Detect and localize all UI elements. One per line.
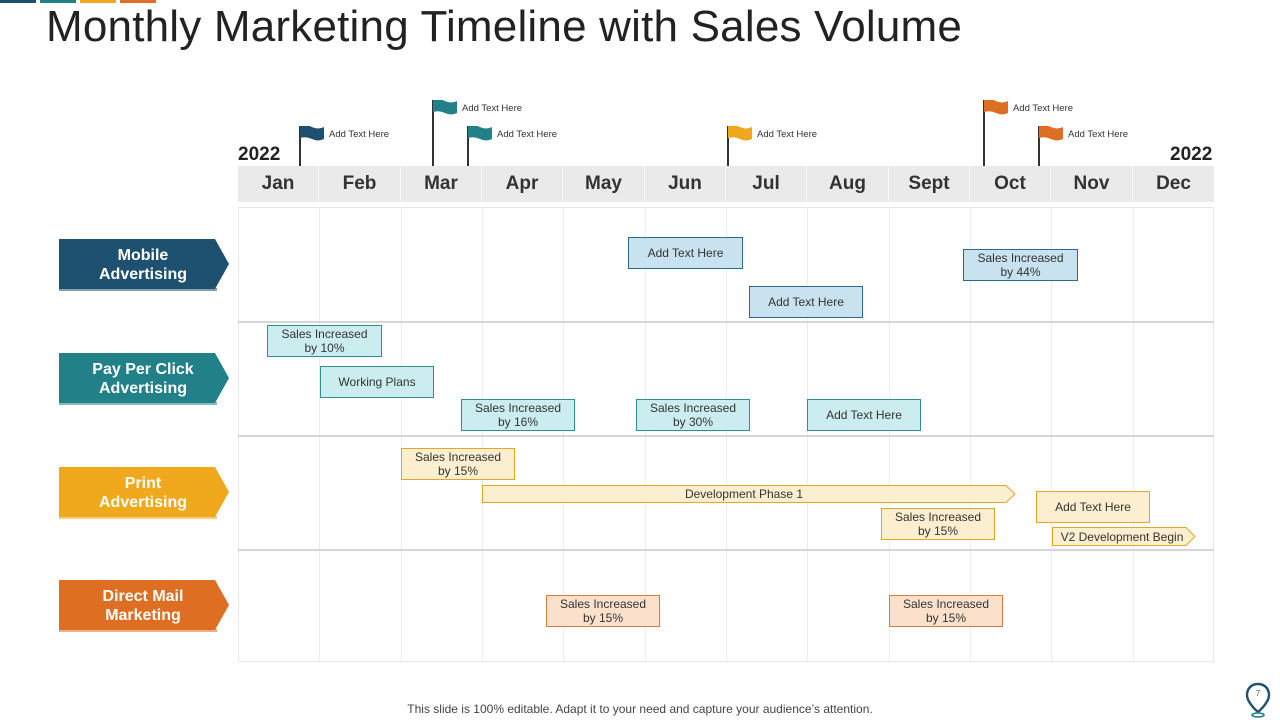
flag-icon <box>984 100 1008 115</box>
category-direct-mail: Direct Mail Marketing <box>59 580 229 632</box>
arrow-shape <box>482 485 1016 503</box>
grid-line <box>1051 207 1052 662</box>
grid-line <box>889 207 890 662</box>
category-pay-per-click: Pay Per Click Advertising <box>59 353 229 405</box>
grid-line <box>319 207 320 662</box>
page-number: 7 <box>1255 689 1261 698</box>
direct-box-1: Sales Increased by 15% <box>546 595 660 627</box>
flag-1-label: Add Text Here <box>329 129 390 140</box>
year-left: 2022 <box>238 144 281 165</box>
flag-icon <box>468 126 492 141</box>
print-box-1: Sales Increased by 15% <box>401 448 515 480</box>
flag-2-label: Add Text Here <box>462 103 523 114</box>
page-title: Monthly Marketing Timeline with Sales Vo… <box>46 2 963 51</box>
month-mar: Mar <box>401 166 482 202</box>
flag-5-label: Add Text Here <box>1013 103 1074 114</box>
flag-4 <box>727 126 757 166</box>
category-mobile-advertising: Mobile Advertising <box>59 239 229 291</box>
print-box-2: Sales Increased by 15% <box>881 508 995 540</box>
flag-3-label: Add Text Here <box>497 129 558 140</box>
accent-bars <box>0 0 160 4</box>
chevron-banner <box>59 580 229 632</box>
row-divider <box>238 435 1214 437</box>
month-jun: Jun <box>645 166 726 202</box>
grid-line <box>645 207 646 662</box>
grid-line <box>1133 207 1134 662</box>
v2-development-arrow: V2 Development Begin <box>1052 527 1196 546</box>
month-header: Jan Feb Mar Apr May Jun Jul Aug Sept Oct… <box>238 166 1214 202</box>
development-phase-label: Development Phase 1 <box>684 487 804 501</box>
grid-line <box>807 207 808 662</box>
mobile-box-3: Sales Increased by 44% <box>963 249 1078 281</box>
month-may: May <box>563 166 645 202</box>
category-print-advertising: Print Advertising <box>59 467 229 519</box>
grid-line <box>401 207 402 662</box>
flag-2 <box>432 100 462 166</box>
category-label: Mobile Advertising <box>98 247 187 283</box>
chevron-banner <box>59 239 229 291</box>
flag-4-label: Add Text Here <box>757 129 818 140</box>
month-apr: Apr <box>482 166 563 202</box>
flag-5 <box>983 100 1013 166</box>
month-feb: Feb <box>319 166 401 202</box>
flag-icon <box>300 126 324 141</box>
month-sept: Sept <box>889 166 970 202</box>
ppc-box-3: Sales Increased by 16% <box>461 399 575 431</box>
month-nov: Nov <box>1051 166 1133 202</box>
flag-6 <box>1038 126 1068 166</box>
grid-line <box>563 207 564 662</box>
v2-development-label: V2 Development Begin <box>1060 529 1184 544</box>
accent-bar-3 <box>80 0 116 3</box>
print-box-3: Add Text Here <box>1036 491 1150 523</box>
accent-bar-1 <box>0 0 36 3</box>
flag-icon <box>1039 126 1063 141</box>
flag-6-label: Add Text Here <box>1068 129 1129 140</box>
mobile-box-2: Add Text Here <box>749 286 863 318</box>
chevron-banner <box>59 467 229 519</box>
direct-box-2: Sales Increased by 15% <box>889 595 1003 627</box>
category-label: Print Advertising <box>98 475 187 511</box>
month-dec: Dec <box>1156 173 1191 194</box>
ppc-box-1: Sales Increased by 10% <box>267 325 382 357</box>
flag-3 <box>467 126 497 166</box>
month-aug: Aug <box>807 166 889 202</box>
grid-line <box>726 207 727 662</box>
grid-line <box>482 207 483 662</box>
ppc-box-2: Working Plans <box>320 366 434 398</box>
month-oct: Oct <box>970 166 1051 202</box>
accent-bar-2 <box>40 0 76 3</box>
arrow-shape <box>1052 527 1196 546</box>
flag-icon <box>433 100 457 115</box>
grid-line <box>970 207 971 662</box>
row-divider <box>238 549 1214 551</box>
chevron-banner <box>59 353 229 405</box>
footer-note: This slide is 100% editable. Adapt it to… <box>0 702 1280 716</box>
ppc-box-5: Add Text Here <box>807 399 921 431</box>
development-phase-arrow: Development Phase 1 <box>482 485 1016 503</box>
month-jan: Jan <box>238 166 319 202</box>
month-jul: Jul <box>726 166 807 202</box>
row-divider <box>238 321 1214 323</box>
flag-1 <box>299 126 329 166</box>
year-right: 2022 <box>1170 144 1213 165</box>
accent-bar-4 <box>120 0 156 3</box>
footer-text: This slide is 100% editable. Adapt it to… <box>407 702 873 716</box>
location-pin-icon: 7 <box>1244 682 1272 718</box>
flag-icon <box>728 126 752 141</box>
category-label: Direct Mail Marketing <box>102 588 184 624</box>
category-label: Pay Per Click Advertising <box>92 361 194 397</box>
mobile-box-1: Add Text Here <box>628 237 743 269</box>
ppc-box-4: Sales Increased by 30% <box>636 399 750 431</box>
